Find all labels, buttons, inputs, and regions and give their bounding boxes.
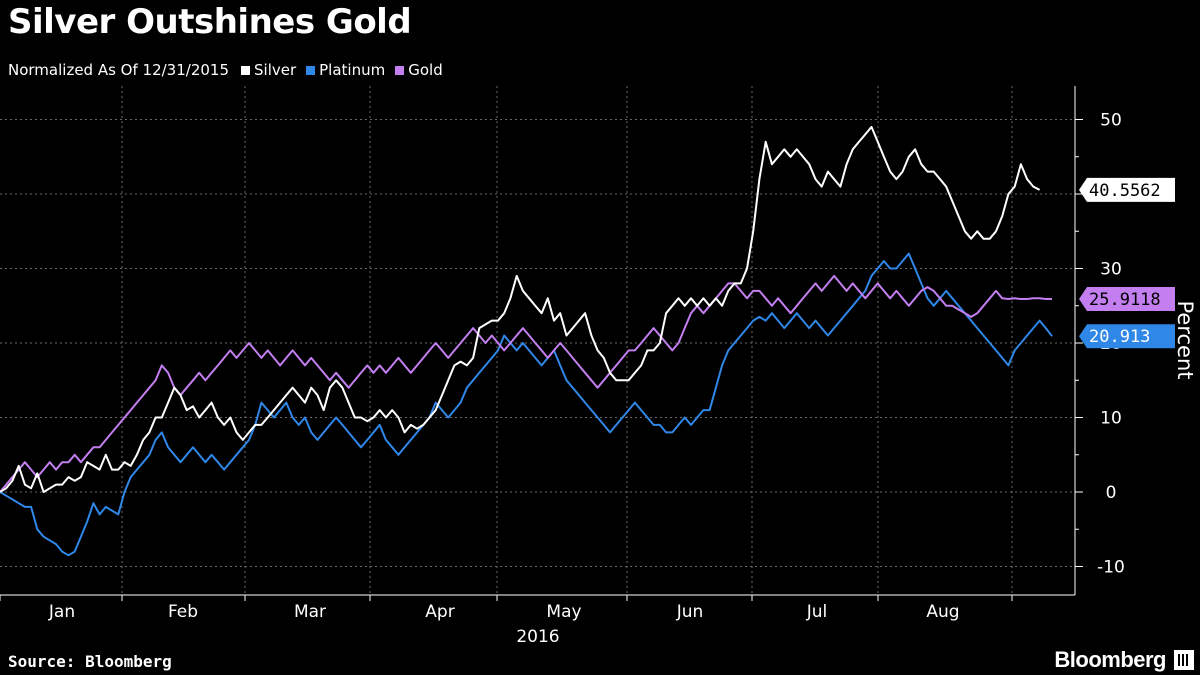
legend-item-platinum: Platinum — [306, 61, 385, 79]
y-tick-label-10: 10 — [1100, 409, 1122, 429]
legend-item-silver: Silver — [241, 61, 296, 79]
last-value-label-platinum: 20.913 — [1089, 327, 1150, 347]
legend-swatch-platinum — [306, 65, 316, 75]
legend-swatch-gold — [395, 65, 405, 75]
y-tick-label--10: -10 — [1097, 558, 1125, 578]
x-tick-label-feb: Feb — [168, 602, 198, 622]
chart-title: Silver Outshines Gold — [8, 2, 412, 42]
legend-label-platinum: Platinum — [319, 61, 386, 79]
x-tick-label-mar: Mar — [294, 602, 326, 622]
x-tick-label-may: May — [546, 602, 581, 622]
x-tick-label-jan: Jan — [48, 602, 75, 622]
subtitle-text: Normalized As Of 12/31/2015 — [8, 61, 229, 79]
bloomberg-terminal-icon — [1174, 650, 1194, 670]
x-tick-label-jul: Jul — [806, 602, 828, 622]
legend-swatch-silver — [241, 65, 250, 75]
x-year-label: 2016 — [516, 627, 559, 647]
legend-label-silver: Silver — [254, 61, 297, 79]
legend: Silver Platinum Gold — [241, 61, 453, 79]
x-tick-label-jun: Jun — [676, 602, 704, 622]
source-note: Source: Bloomberg — [8, 652, 172, 671]
x-tick-label-apr: Apr — [425, 602, 454, 622]
last-value-tag-gold — [1079, 286, 1175, 311]
chart-subtitle: Normalized As Of 12/31/2015 Silver Plati… — [8, 61, 453, 79]
y-tick-label-50: 50 — [1100, 111, 1122, 131]
series-line-platinum — [0, 252, 1053, 557]
brand-logo-text: Bloomberg — [1054, 647, 1166, 672]
legend-label-gold: Gold — [408, 61, 443, 79]
last-value-tag-silver — [1079, 177, 1175, 202]
series-line-silver — [0, 125, 1041, 493]
legend-item-gold: Gold — [395, 61, 443, 79]
last-value-label-silver: 40.5562 — [1089, 181, 1161, 201]
y-axis-title: Percent — [1173, 300, 1197, 379]
last-value-label-gold: 25.9118 — [1089, 290, 1161, 310]
series-line-gold — [0, 274, 1052, 493]
y-tick-label-30: 30 — [1100, 260, 1122, 280]
x-tick-label-aug: Aug — [926, 602, 959, 622]
y-tick-label-0: 0 — [1106, 483, 1117, 503]
last-value-tag-platinum — [1079, 324, 1175, 349]
